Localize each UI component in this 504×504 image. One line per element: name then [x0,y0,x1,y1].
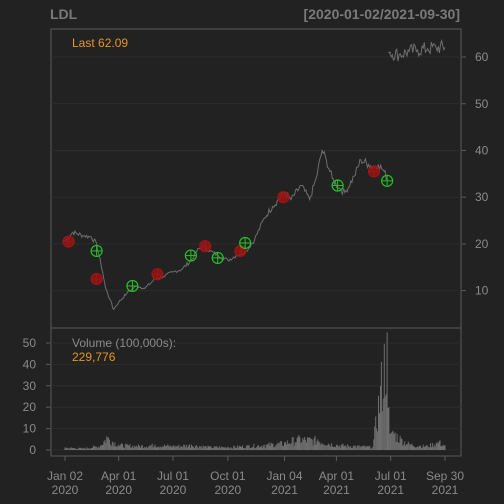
price-y-tick-label: 10 [475,284,489,298]
price-y-tick-label: 20 [475,237,489,251]
volume-y-tick-label: 40 [23,357,37,371]
volume-label: Volume (100,000s): [72,336,176,350]
x-tick-label-month: Oct 01 [210,469,246,483]
x-tick-label-month: Jul 01 [157,469,189,483]
x-tick-label-month: Jan 04 [267,469,303,483]
sell-signal-marker [277,191,290,204]
x-tick-label-year: 2020 [215,483,242,497]
sell-signal-marker [90,272,103,286]
last-price-label: Last 62.09 [72,36,128,50]
sell-signal-marker [367,165,381,178]
chart-date-range: [2020-01-02/2021-09-30] [304,6,460,22]
price-y-tick-label: 60 [475,50,489,64]
x-tick-label-year: 2020 [52,483,79,497]
buy-signal-marker [184,249,197,262]
x-tick-label-month: Jan 02 [47,469,83,483]
volume-y-tick-label: 0 [29,443,36,457]
buy-signal-marker [381,174,394,187]
price-panel-border [50,28,462,329]
chart-symbol: LDL [50,6,78,22]
sell-signal-marker [151,268,164,281]
volume-y-tick-label: 50 [23,336,37,350]
x-tick-label-year: 2020 [105,483,132,497]
x-tick-label-year: 2021 [377,483,404,497]
price-y-axis: 10 20 30 40 50 60 [461,50,489,298]
volume-y-axis: 0 10 20 30 40 50 [23,336,51,457]
x-tick-label-year: 2020 [160,483,187,497]
volume-panel-border [50,327,462,457]
buy-signal-marker [90,244,103,258]
price-y-tick-label: 40 [475,143,489,157]
price-y-tick-label: 30 [475,190,489,204]
buy-signal-marker [211,251,224,265]
volume-y-tick-label: 30 [23,379,37,393]
x-tick-label-year: 2021 [271,483,298,497]
x-tick-label-year: 2021 [323,483,350,497]
sell-signal-marker [234,244,247,258]
buy-signal-marker [126,279,139,293]
x-tick-label-month: Jul 01 [375,469,407,483]
buy-signal-marker [239,236,252,250]
price-y-tick-label: 50 [475,97,489,111]
sell-signal-marker [62,235,75,248]
signal-markers [62,165,394,293]
buy-signal-marker [331,179,344,192]
x-tick-label-month: Sep 30 [426,469,464,483]
price-grid [51,56,461,292]
sell-signal-marker [199,240,212,253]
volume-last-value: 229,776 [72,350,116,364]
price-line [64,38,446,311]
x-tick-label-month: Apr 01 [319,469,355,483]
x-tick-label-month: Apr 01 [101,469,137,483]
x-tick-label-year: 2021 [432,483,459,497]
volume-y-tick-label: 10 [23,422,37,436]
volume-y-tick-label: 20 [23,400,37,414]
volume-bars [64,332,446,450]
